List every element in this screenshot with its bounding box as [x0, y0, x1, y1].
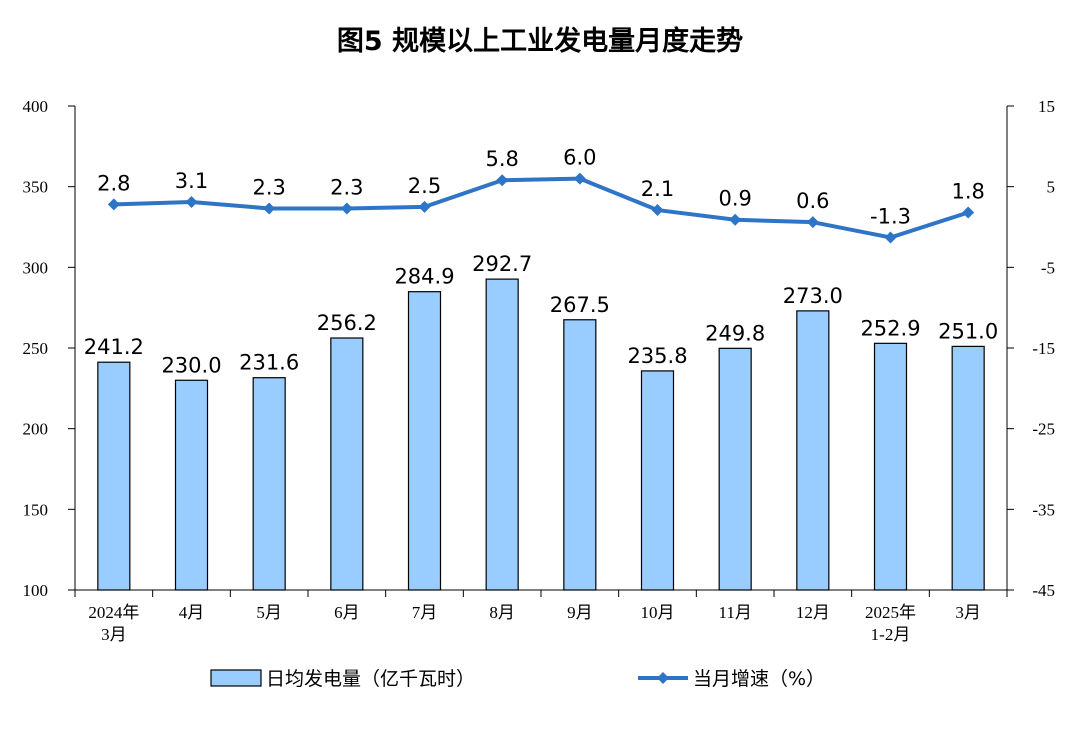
x-tick-label: 3月 — [101, 625, 127, 644]
line-series — [107, 172, 975, 244]
line-point-marker — [496, 174, 509, 187]
bar — [951, 345, 985, 591]
x-tick-label: 12月 — [796, 603, 830, 622]
x-tick-label: 10月 — [641, 603, 675, 622]
line-point-marker — [185, 195, 198, 208]
line-point-marker — [573, 172, 586, 185]
legend-bar-swatch — [210, 669, 262, 687]
line-point-marker — [340, 202, 353, 215]
bar-value-label: 284.9 — [394, 265, 454, 289]
line-value-label: -1.3 — [870, 204, 911, 228]
bar-value-label: 267.5 — [550, 293, 610, 317]
x-tick-label: 4月 — [179, 603, 205, 622]
right-tick-label: -25 — [1032, 420, 1055, 439]
line-point-marker — [263, 202, 276, 215]
line-value-label: 2.3 — [330, 175, 363, 199]
bar-value-labels: 241.2 230.0 231.6 256.2 284.9 292.7 267.5 235.8… — [84, 252, 998, 377]
legend-bar-label: 日均发电量（亿千瓦时） — [266, 668, 475, 690]
bar-value-label: 252.9 — [860, 316, 920, 340]
x-tick-label: 2025年 — [865, 603, 916, 622]
bar-value-label: 251.0 — [938, 319, 998, 343]
x-tick-label: 1-2月 — [871, 625, 911, 644]
chart-title: 图5 规模以上工业发电量月度走势 — [337, 25, 743, 57]
right-tick-label: -35 — [1032, 500, 1055, 519]
bar-value-label: 231.6 — [239, 351, 299, 375]
line-value-label: 6.0 — [563, 146, 596, 170]
x-tick-label: 2024年 — [88, 603, 139, 622]
bar-value-label: 292.7 — [472, 252, 532, 276]
bar — [485, 278, 519, 591]
line-point-marker — [651, 204, 664, 217]
bar-value-label: 241.2 — [84, 335, 144, 359]
bar — [640, 370, 675, 591]
bar — [330, 337, 364, 591]
bar-value-label: 273.0 — [783, 284, 843, 308]
right-tick-label: -15 — [1032, 339, 1055, 358]
line-value-labels: 2.8 3.1 2.3 2.3 2.5 5.8 6.0 2.1 0.9 0.6 -1.3 1.8 — [97, 146, 985, 229]
x-tick-label: 9月 — [567, 603, 593, 622]
x-tick-label: 11月 — [718, 603, 751, 622]
line-value-label: 2.5 — [408, 174, 441, 198]
left-tick-label: 150 — [23, 500, 49, 519]
right-tick-label: -45 — [1032, 581, 1055, 600]
bar-value-label: 230.0 — [161, 353, 221, 377]
bar-series — [97, 278, 985, 591]
line-point-marker — [729, 213, 742, 226]
left-tick-label: 200 — [23, 420, 49, 439]
right-tick-label: 15 — [1038, 97, 1055, 116]
bar — [97, 361, 131, 591]
bar-value-label: 256.2 — [317, 311, 377, 335]
left-tick-label: 400 — [23, 97, 49, 116]
line-point-marker — [418, 200, 431, 213]
x-tick-label: 6月 — [334, 603, 360, 622]
legend-line-marker — [657, 672, 669, 684]
right-y-axis: 15 5 -5 -15 -25 -35 -45 — [1006, 97, 1056, 600]
line-value-label: 0.9 — [718, 187, 751, 211]
left-tick-label: 300 — [23, 258, 49, 277]
line-point-marker — [884, 231, 897, 244]
bar-value-label: 249.8 — [705, 321, 765, 345]
line-point-marker — [962, 206, 975, 219]
x-tick-label: 7月 — [412, 603, 438, 622]
line-value-label: 0.6 — [796, 189, 829, 213]
growth-line — [113, 176, 969, 240]
right-tick-label: 5 — [1047, 178, 1056, 197]
line-value-label: 2.3 — [252, 175, 285, 199]
legend-line-label: 当月增速（%） — [693, 668, 825, 690]
left-tick-label: 250 — [23, 339, 49, 358]
left-tick-label: 100 — [23, 581, 49, 600]
bar — [563, 319, 597, 591]
bar-value-label: 235.8 — [627, 344, 687, 368]
x-tick-label: 5月 — [256, 603, 282, 622]
bar — [796, 310, 830, 591]
line-value-label: 5.8 — [485, 147, 518, 171]
line-point-marker — [806, 216, 819, 229]
line-value-label: 2.8 — [97, 171, 130, 195]
bar — [407, 291, 442, 591]
x-axis: 2024年 3月 4月 5月 6月 7月 8月 9月 10月 11月 12月 2025年 1-2月 3月 — [74, 589, 1008, 644]
bar — [873, 342, 908, 591]
legend: 日均发电量（亿千瓦时） 当月增速（%） — [210, 668, 825, 690]
bar — [174, 379, 209, 591]
bar — [718, 347, 752, 591]
right-tick-label: -5 — [1041, 258, 1055, 277]
left-y-axis: 400 350 300 250 200 150 100 — [23, 97, 76, 600]
left-tick-label: 350 — [23, 178, 49, 197]
x-tick-label: 3月 — [955, 603, 981, 622]
line-value-label: 1.8 — [951, 179, 984, 203]
line-point-marker — [107, 198, 120, 211]
line-value-label: 2.1 — [641, 177, 674, 201]
line-value-label: 3.1 — [175, 169, 208, 193]
x-tick-label: 8月 — [489, 603, 515, 622]
bar — [252, 377, 286, 591]
